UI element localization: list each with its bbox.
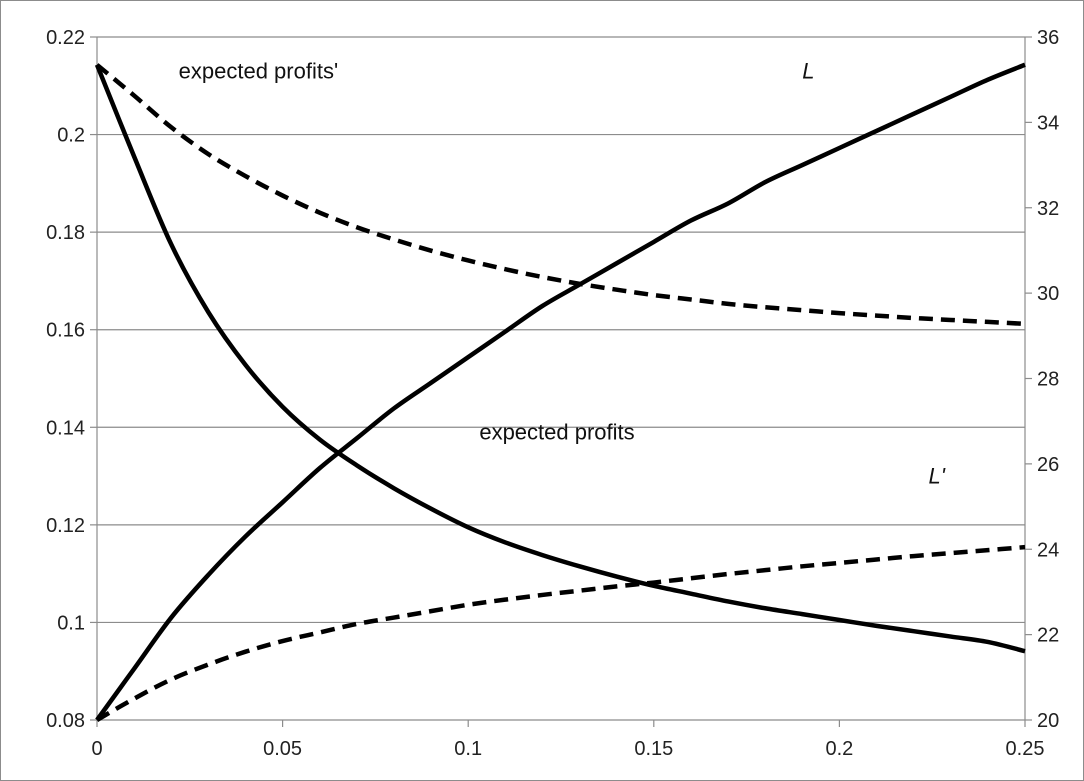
right-tick-label: 26 bbox=[1037, 454, 1059, 476]
series-line-l bbox=[95, 62, 1026, 722]
x-tick-label: 0.25 bbox=[1006, 738, 1045, 760]
annotation-label: L bbox=[802, 58, 814, 83]
left-tick-label: 0.12 bbox=[46, 515, 85, 537]
series-line-expected-profits-prime bbox=[95, 63, 1026, 327]
right-tick-label: 28 bbox=[1037, 369, 1059, 391]
left-axis-tick-labels: 0.08 0.1 0.12 0.14 0.16 0.18 0.2 0.22 bbox=[46, 27, 85, 732]
annotation-label: L' bbox=[928, 463, 945, 488]
x-tick-label: 0.15 bbox=[634, 738, 673, 760]
left-tick-label: 0.16 bbox=[46, 320, 85, 342]
left-tick-label: 0.1 bbox=[57, 612, 85, 634]
series-lines bbox=[94, 62, 1026, 722]
x-tick-label: 0.2 bbox=[825, 738, 853, 760]
series-line-l-prime bbox=[95, 544, 1026, 722]
annotation-label: expected profits bbox=[479, 419, 634, 444]
axes bbox=[90, 36, 1032, 727]
series-line-expected-profits bbox=[94, 63, 1026, 654]
x-tick-label: 0.1 bbox=[454, 738, 482, 760]
annotation-label: expected profits' bbox=[179, 58, 339, 83]
left-tick-label: 0.2 bbox=[57, 125, 85, 147]
right-tick-label: 22 bbox=[1037, 625, 1059, 647]
left-tick-label: 0.08 bbox=[46, 710, 85, 732]
right-tick-label: 30 bbox=[1037, 283, 1059, 305]
left-tick-label: 0.14 bbox=[46, 417, 85, 439]
right-tick-label: 34 bbox=[1037, 112, 1059, 134]
right-tick-label: 24 bbox=[1037, 539, 1059, 561]
x-axis-tick-labels: 0 0.05 0.1 0.15 0.2 0.25 bbox=[91, 738, 1044, 760]
right-tick-label: 20 bbox=[1037, 710, 1059, 732]
right-tick-label: 36 bbox=[1037, 27, 1059, 49]
right-tick-label: 32 bbox=[1037, 198, 1059, 220]
right-axis-tick-labels: 20 22 24 26 28 30 32 34 36 bbox=[1037, 27, 1059, 732]
left-tick-label: 0.22 bbox=[46, 27, 85, 49]
x-tick-label: 0 bbox=[91, 738, 102, 760]
x-tick-label: 0.05 bbox=[263, 738, 302, 760]
left-tick-label: 0.18 bbox=[46, 222, 85, 244]
